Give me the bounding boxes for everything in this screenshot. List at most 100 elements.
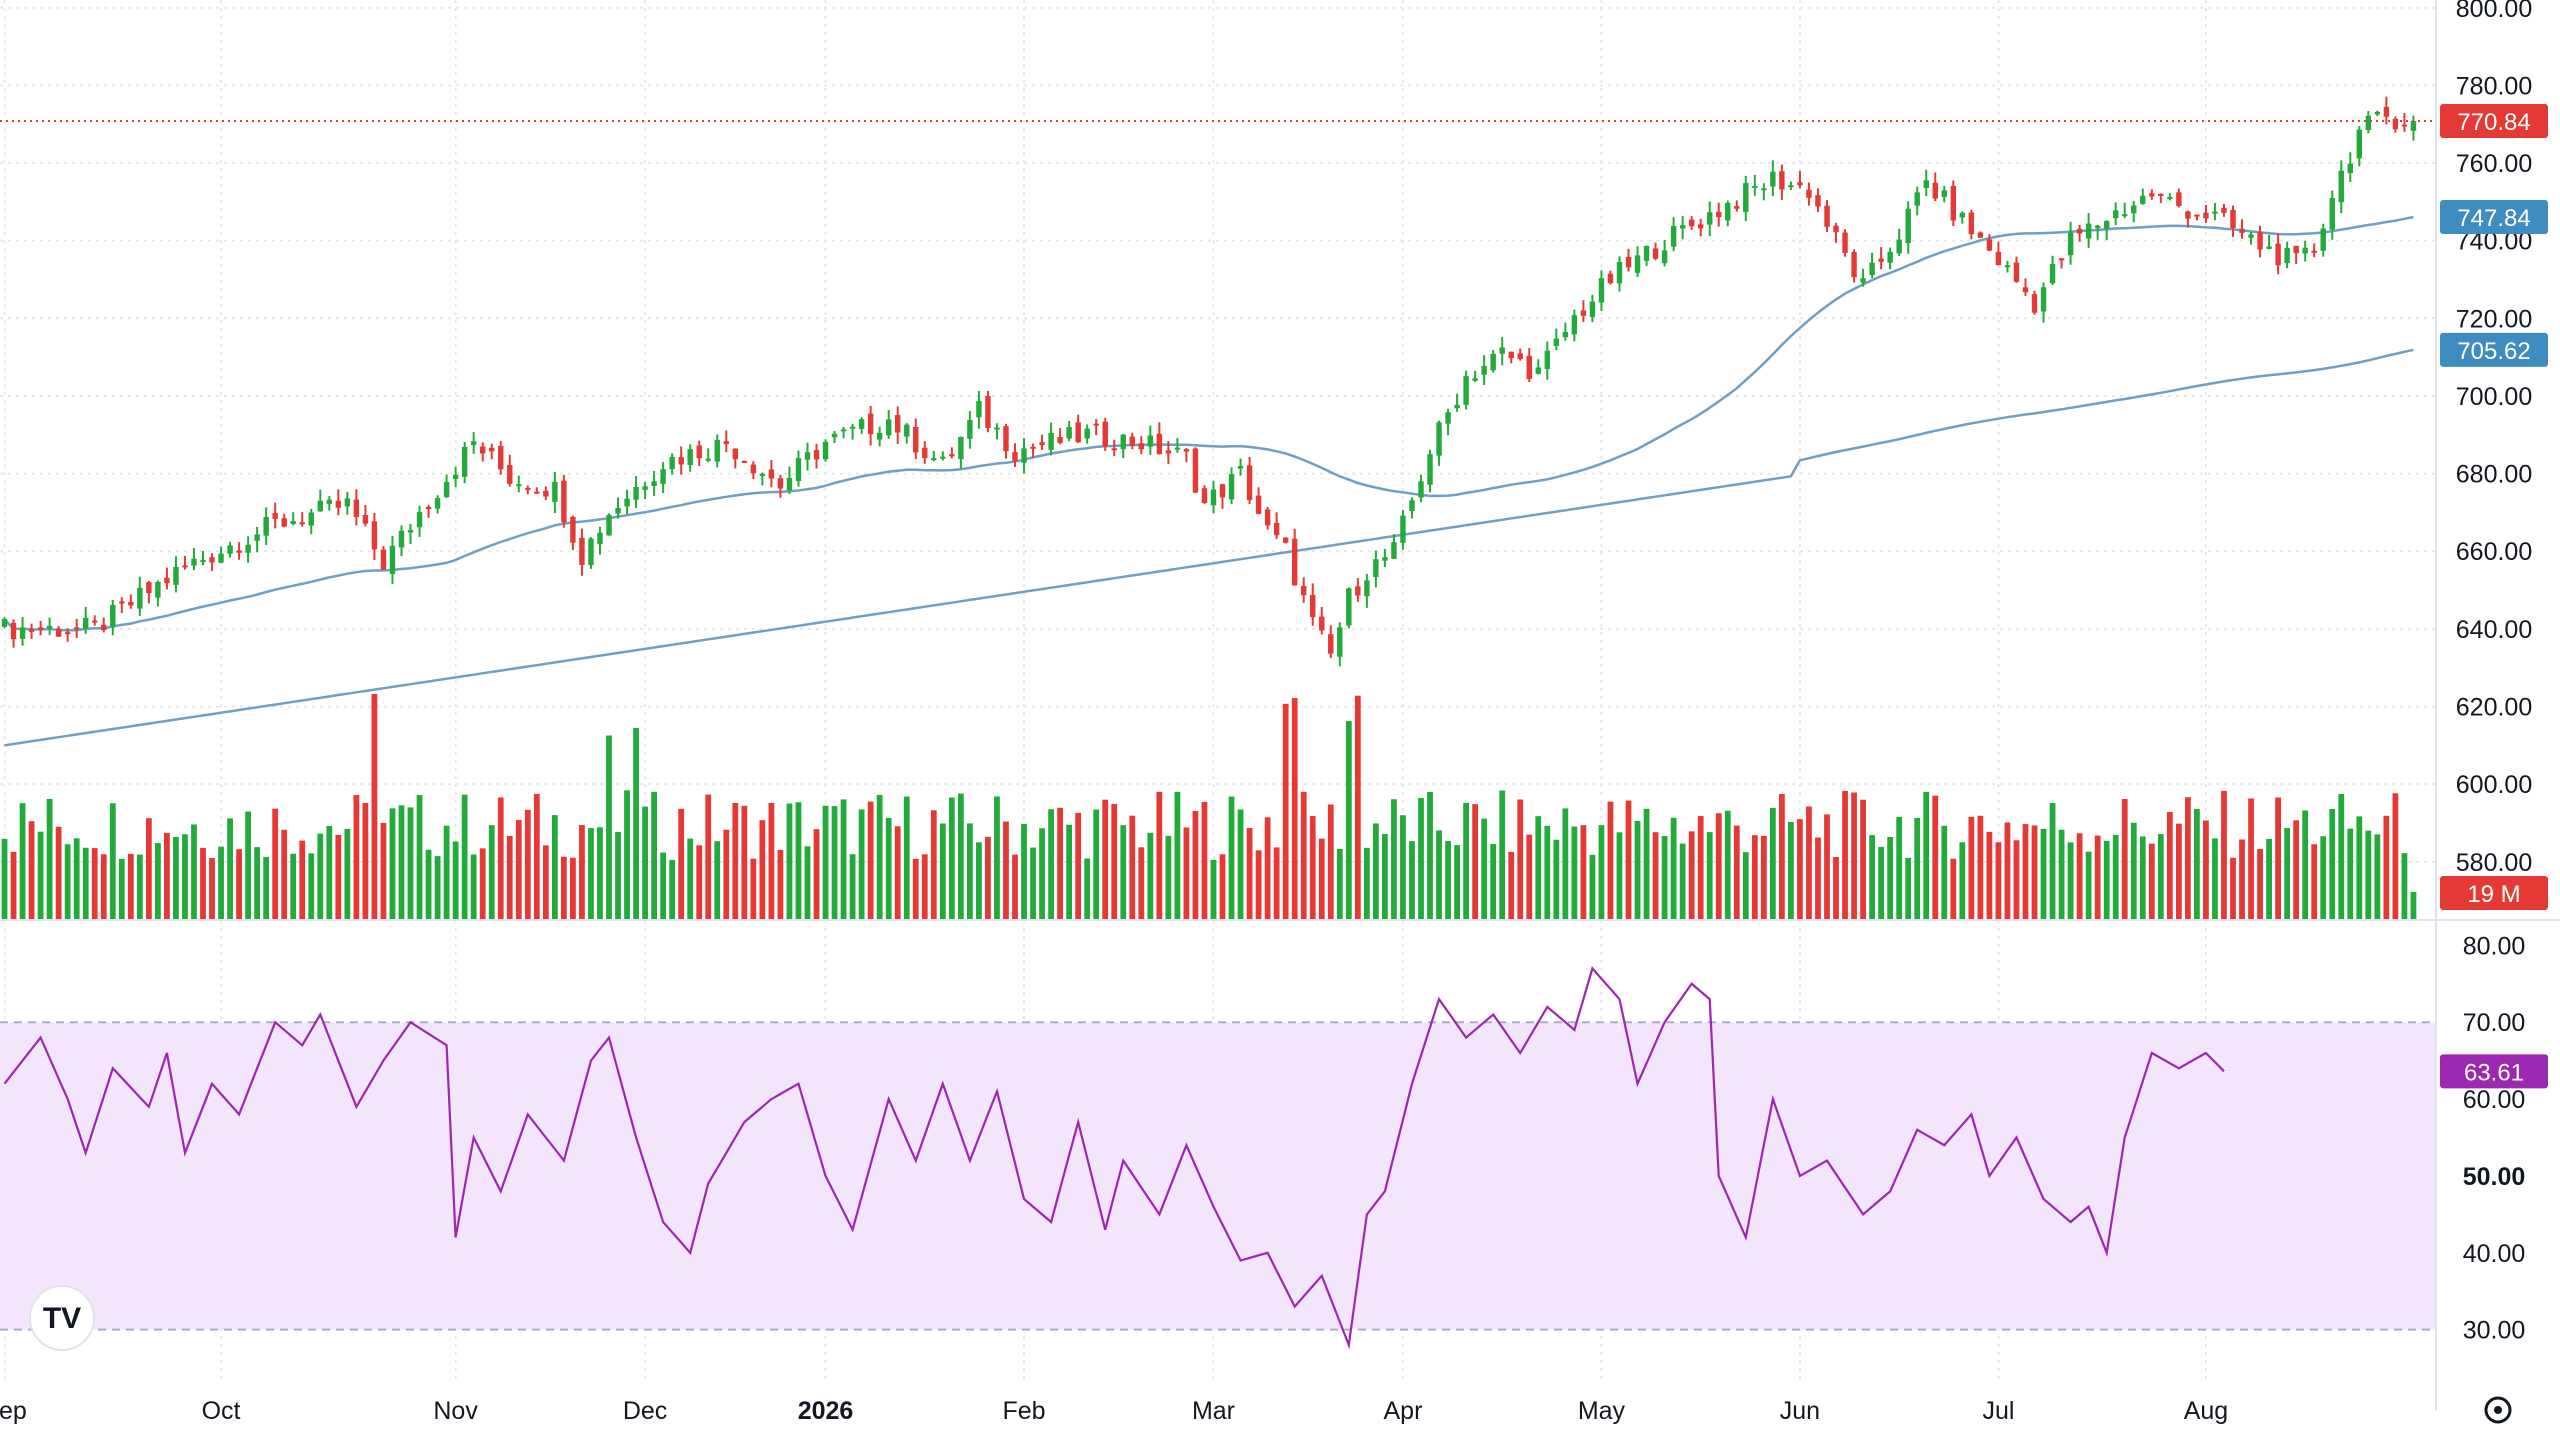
candle-body (2122, 214, 2128, 217)
price-tick-label: 620.00 (2456, 693, 2532, 721)
volume-bar (1291, 698, 1298, 920)
volume-bar (1733, 825, 1740, 920)
volume-bar (597, 827, 603, 920)
volume-tag: 19 M (2467, 881, 2520, 908)
volume-bar (633, 727, 639, 920)
candle-body (479, 446, 486, 454)
candle-body (1427, 454, 1433, 485)
volume-bar (173, 837, 179, 920)
volume-bar (281, 829, 288, 920)
volume-bar (497, 797, 504, 920)
price-tick-label: 680.00 (2456, 461, 2532, 489)
volume-bar (2067, 842, 2074, 920)
volume-bar (831, 806, 838, 920)
candle-body (2221, 207, 2227, 213)
volume-bar (1237, 809, 1244, 920)
time-tick-label: Nov (433, 1397, 478, 1425)
tradingview-logo[interactable]: TV (29, 1285, 95, 1351)
candle-body (2311, 250, 2317, 253)
rsi-line-layer (3, 966, 2225, 1350)
candle-body (1562, 331, 1569, 338)
candle-body (2329, 198, 2335, 230)
candle-body (2004, 265, 2011, 268)
volume-bar (254, 847, 261, 920)
candle-body (1102, 421, 1108, 447)
candle-body (2266, 246, 2272, 249)
rsi-line (3, 966, 2225, 1350)
volume-bar (1147, 832, 1154, 920)
time-axis[interactable]: Sep Oct Nov Dec 2026 Feb Mar Apr May Jun Jul Aug (0, 1397, 2228, 1425)
volume-bar (2157, 834, 2164, 920)
candle-body (2275, 243, 2281, 266)
volume-bar (1977, 815, 1984, 920)
volume-bar (1779, 794, 1785, 920)
candle-body (1301, 586, 1307, 596)
candle-body (1346, 588, 1352, 626)
candle-body (489, 447, 495, 452)
volume-bar (425, 849, 432, 920)
volume-bar (1652, 832, 1659, 920)
candle-body (1364, 580, 1370, 597)
candle-body (2076, 228, 2083, 234)
ma200-tag-bg (2440, 332, 2548, 367)
volume-bar (1526, 834, 1533, 920)
volume-bar (1210, 859, 1217, 920)
volume-bar (1950, 858, 1957, 920)
candle-body (904, 424, 910, 437)
volume-bar (651, 791, 657, 920)
candle-body (1373, 559, 1379, 578)
candle-body (1337, 627, 1343, 657)
volume-bar (1111, 803, 1118, 920)
candle-body (362, 514, 369, 524)
volume-bar (1075, 812, 1082, 920)
candle-body (2203, 212, 2209, 219)
candle-body (1093, 423, 1099, 426)
candle-body (2103, 221, 2110, 229)
price-axis[interactable]: 580.00 600.00 620.00 640.00 660.00 680.00 700.… (2456, 0, 2532, 877)
candle-body (813, 450, 820, 460)
candle-body (642, 486, 648, 490)
candle-body (1688, 219, 1695, 227)
candle-body (1707, 212, 1713, 225)
rsi-tick-label: 50.00 (2463, 1163, 2526, 1191)
candle-body (55, 628, 62, 637)
volume-bar (2049, 802, 2056, 920)
candle-body (714, 439, 720, 462)
candle-body (1319, 616, 1325, 631)
candle-body (2085, 223, 2092, 239)
volume-bar (236, 849, 242, 920)
volume-bar (1427, 791, 1433, 920)
candle-body (1589, 301, 1596, 318)
gear-icon[interactable] (2484, 1396, 2512, 1424)
candle-body (2140, 195, 2146, 204)
candle-body (2320, 228, 2326, 251)
candle-body (1400, 515, 1406, 543)
volume-bar (2248, 798, 2254, 920)
candle-body (2094, 225, 2101, 229)
candle-body (1490, 353, 1496, 371)
candle-body (209, 557, 215, 563)
candle-body (1, 619, 8, 627)
candle-body (1959, 212, 1966, 218)
candle-body (1409, 500, 1415, 512)
volume-bar (867, 801, 874, 920)
volume-bar (1806, 806, 1812, 920)
volume-bar (434, 856, 441, 920)
rsi-axis[interactable]: 30.00 40.00 50.00 60.00 70.00 80.00 (2463, 932, 2526, 1344)
candle-body (588, 538, 594, 566)
candle-body (2383, 106, 2390, 117)
time-tick-label: Oct (202, 1397, 241, 1425)
candle-body (335, 500, 342, 508)
candle-body (1842, 232, 1848, 253)
candle-body (1454, 404, 1460, 409)
volume-bar (2239, 839, 2245, 920)
volume-bar (2166, 811, 2173, 920)
volume-bar (2022, 824, 2029, 920)
candle-body (1779, 171, 1785, 190)
volume-bar (551, 815, 558, 920)
candle-body (552, 481, 558, 502)
time-tick-label: Dec (623, 1397, 667, 1425)
moving-average-200 (4, 348, 2414, 747)
candle-body (849, 426, 856, 429)
